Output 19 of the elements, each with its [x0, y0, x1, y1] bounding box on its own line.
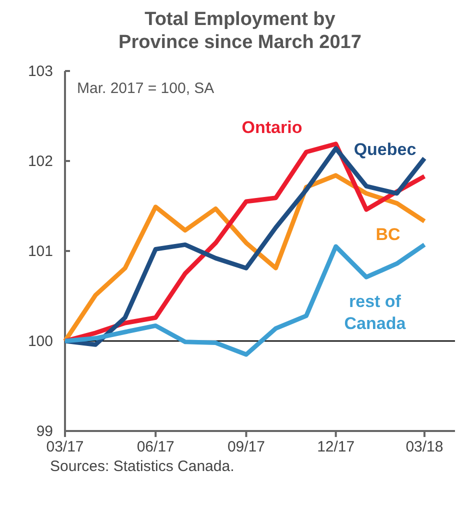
line-series: [62, 173, 427, 344]
y-tick-label: 103: [28, 62, 53, 80]
series-label: Quebec: [354, 140, 416, 159]
y-tick-label: 99: [36, 422, 53, 440]
source-note: Sources: Statistics Canada.: [50, 458, 234, 475]
series-label: BC: [376, 225, 400, 244]
line-series: [62, 242, 427, 357]
chart-title: Total Employment by Province since March 2017: [118, 9, 362, 53]
series-label: rest of Canada: [344, 292, 406, 333]
annotation: Mar. 2017 = 100, SA: [77, 80, 214, 97]
y-tick-label: 100: [28, 332, 53, 350]
y-tick-label: 102: [28, 152, 53, 170]
x-tick-label: 03/18: [406, 438, 444, 456]
x-tick-label: 06/17: [136, 438, 174, 456]
x-tick-label: 12/17: [317, 438, 355, 456]
y-tick-label: 101: [28, 242, 53, 260]
x-tick-label: 03/17: [46, 438, 84, 456]
x-tick-label: 09/17: [227, 438, 265, 456]
series-label: Ontario: [242, 118, 302, 137]
